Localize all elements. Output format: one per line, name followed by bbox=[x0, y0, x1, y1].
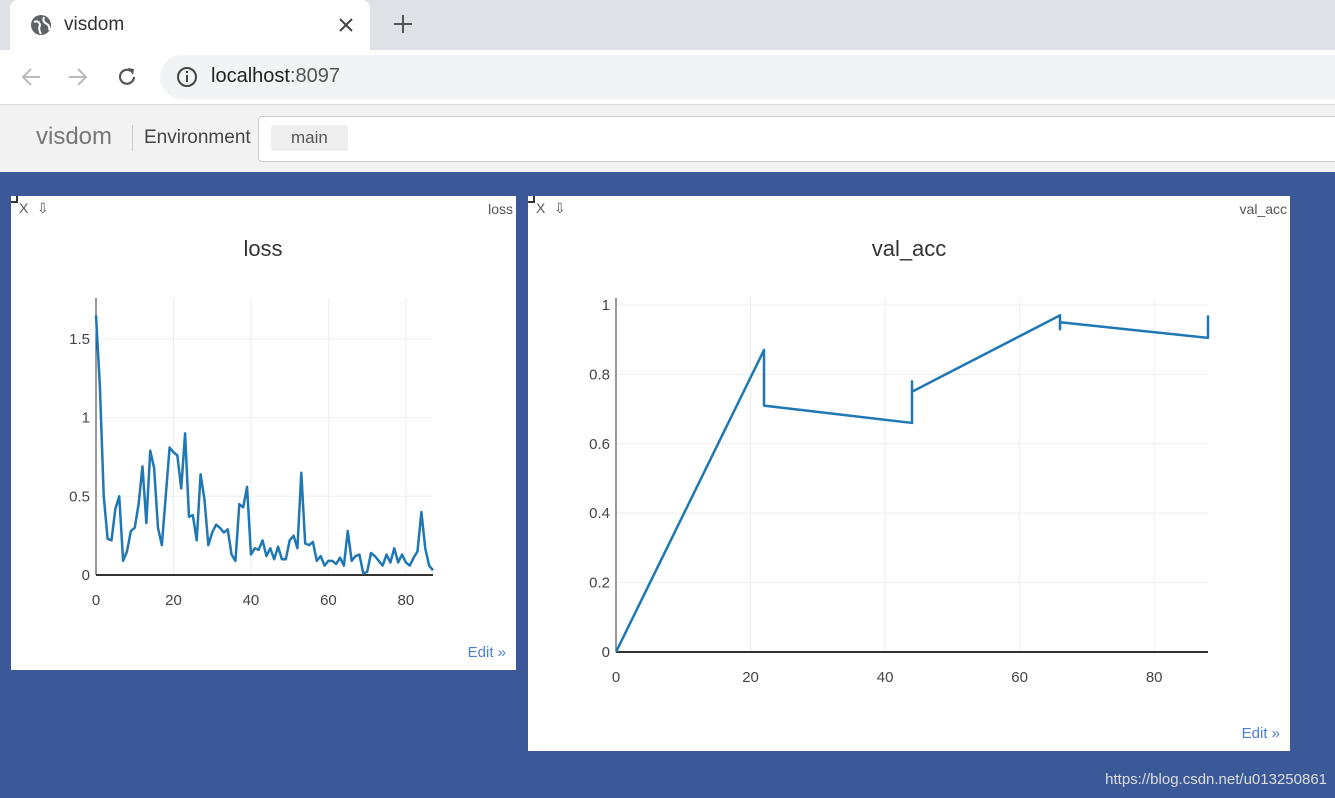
y-tick-label: 0.6 bbox=[589, 436, 610, 453]
edit-link[interactable]: Edit » bbox=[467, 644, 506, 661]
x-tick-label: 60 bbox=[1011, 669, 1028, 686]
tab-close[interactable] bbox=[338, 17, 354, 33]
chart: loss 0 0.5 1 1.5 0 20 40 60 80 bbox=[69, 236, 434, 609]
x-tick-label: 20 bbox=[742, 669, 759, 686]
line bbox=[94, 315, 434, 575]
y-tick-label: 0 bbox=[82, 567, 90, 584]
resize-handle[interactable] bbox=[11, 196, 18, 203]
x-tick-label: 40 bbox=[877, 669, 894, 686]
x-tick-label: 0 bbox=[92, 592, 100, 609]
x-tick-label: 80 bbox=[1146, 669, 1163, 686]
x-tick-label: 40 bbox=[243, 592, 260, 609]
info-icon bbox=[177, 67, 197, 87]
panel: X ⇩ val_acc val_acc 0 0.2 0.4 0.6 0.8 1 0 20 40 60… bbox=[528, 196, 1290, 751]
edit-link[interactable]: Edit » bbox=[1241, 725, 1280, 742]
forward-button[interactable] bbox=[67, 66, 89, 88]
visdom-navbar: visdom Environment main bbox=[0, 105, 1335, 172]
brand: visdom bbox=[36, 123, 113, 150]
panel-label: val_acc bbox=[1239, 201, 1287, 217]
url-host: localhost bbox=[211, 65, 290, 87]
line bbox=[614, 314, 1210, 653]
x-tick-label: 20 bbox=[165, 592, 182, 609]
tab-bar: visdom bbox=[0, 0, 1335, 50]
y-tick-label: 0 bbox=[602, 644, 610, 661]
reload-button[interactable] bbox=[115, 65, 139, 89]
x-tick-label: 60 bbox=[320, 592, 337, 609]
panel: X ⇩ loss loss 0 0.5 1 1.5 0 20 40 60 80 Edit » bbox=[11, 196, 516, 670]
env-label: Environment bbox=[144, 127, 251, 148]
env-chip[interactable]: main bbox=[271, 125, 348, 151]
panel-label: loss bbox=[488, 201, 513, 217]
back-button[interactable] bbox=[20, 66, 42, 88]
x-tick-label: 0 bbox=[612, 669, 620, 686]
y-tick-label: 0.8 bbox=[589, 366, 610, 383]
close-button[interactable]: X bbox=[536, 200, 546, 216]
y-tick-label: 0.5 bbox=[69, 488, 90, 505]
download-button[interactable]: ⇩ bbox=[37, 200, 49, 216]
x-tick-label: 80 bbox=[398, 592, 415, 609]
y-tick-label: 1 bbox=[602, 297, 610, 314]
chart-title: loss bbox=[243, 236, 282, 261]
separator bbox=[132, 125, 133, 151]
watermark: https://blog.csdn.net/u013250861 bbox=[1105, 771, 1327, 788]
download-button[interactable]: ⇩ bbox=[554, 200, 566, 216]
url-port: :8097 bbox=[289, 65, 340, 87]
resize-handle[interactable] bbox=[528, 196, 535, 203]
chart: val_acc 0 0.2 0.4 0.6 0.8 1 0 20 40 60 80 bbox=[589, 236, 1210, 686]
y-tick-label: 0.4 bbox=[589, 505, 610, 522]
address-bar[interactable]: localhost:8097 bbox=[160, 55, 1335, 99]
chart-title: val_acc bbox=[872, 236, 947, 261]
env-select[interactable]: main bbox=[258, 116, 1335, 162]
y-tick-label: 1 bbox=[82, 410, 90, 427]
globe-icon bbox=[31, 15, 51, 35]
tab[interactable]: visdom bbox=[10, 0, 370, 50]
close-button[interactable]: X bbox=[19, 200, 29, 216]
y-tick-label: 0.2 bbox=[589, 575, 610, 592]
new-tab[interactable] bbox=[393, 14, 413, 34]
toolbar: localhost:8097 bbox=[0, 50, 1335, 105]
y-tick-label: 1.5 bbox=[69, 331, 90, 348]
tab-title: visdom bbox=[64, 14, 125, 35]
url: localhost:8097 bbox=[211, 65, 340, 88]
